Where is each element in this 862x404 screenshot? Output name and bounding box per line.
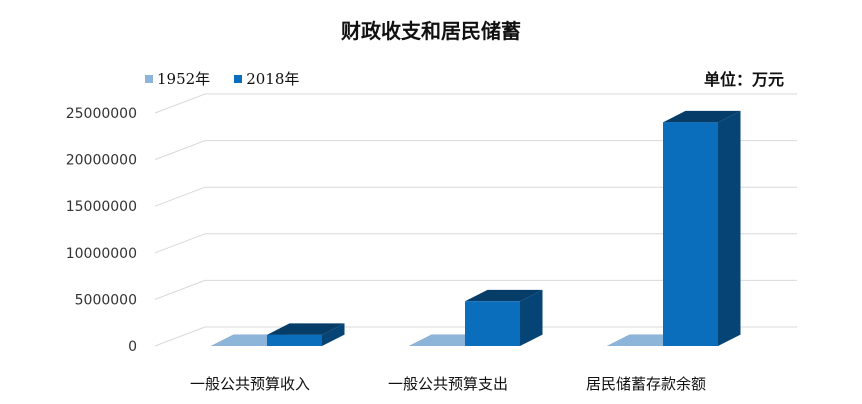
legend-label-series-2: 2018年 — [246, 70, 300, 88]
gridline-diag-4 — [154, 140, 206, 161]
bar-s2-c2 — [465, 301, 520, 346]
y-tick-label-0: 0 — [128, 339, 137, 355]
legend: 1952年 2018年 — [145, 68, 323, 89]
gridline-diag-1 — [154, 279, 206, 300]
legend-item-series-1: 1952年 — [145, 68, 210, 89]
bar-side-s2-c2 — [520, 289, 543, 346]
x-tick-label-2: 居民储蓄存款余额 — [586, 375, 706, 393]
gridline-diag-5 — [154, 93, 206, 114]
y-tick-label-5: 25000000 — [66, 106, 137, 122]
gridline-diag-3 — [154, 186, 206, 207]
legend-swatch-series-2 — [234, 74, 243, 83]
legend-item-series-2: 2018年 — [234, 68, 299, 89]
bar-top-s2-c3 — [663, 110, 741, 123]
bar-side-s2-c1 — [322, 323, 345, 346]
x-tick-label-1: 一般公共预算支出 — [388, 375, 508, 393]
legend-swatch-series-1 — [145, 74, 153, 83]
gridline-diag-0 — [154, 326, 206, 347]
chart-title: 财政收支和居民储蓄 — [341, 19, 521, 43]
bar-top-s2-c1 — [267, 323, 345, 335]
bar-top-s2-c2 — [465, 289, 543, 302]
unit-label: 单位：万元 — [703, 70, 784, 89]
bar-s2-c1 — [267, 334, 322, 346]
y-tick-label-1: 5000000 — [75, 292, 137, 308]
bar-s2-c3 — [663, 122, 718, 346]
legend-label-series-1: 1952年 — [157, 70, 211, 88]
x-tick-label-0: 一般公共预算收入 — [190, 375, 310, 393]
bar-side-s2-c3 — [718, 110, 741, 346]
gridline-diag-2 — [154, 233, 206, 254]
y-tick-label-4: 20000000 — [66, 153, 137, 169]
y-tick-label-2: 10000000 — [66, 246, 137, 262]
y-tick-label-3: 15000000 — [66, 199, 137, 215]
